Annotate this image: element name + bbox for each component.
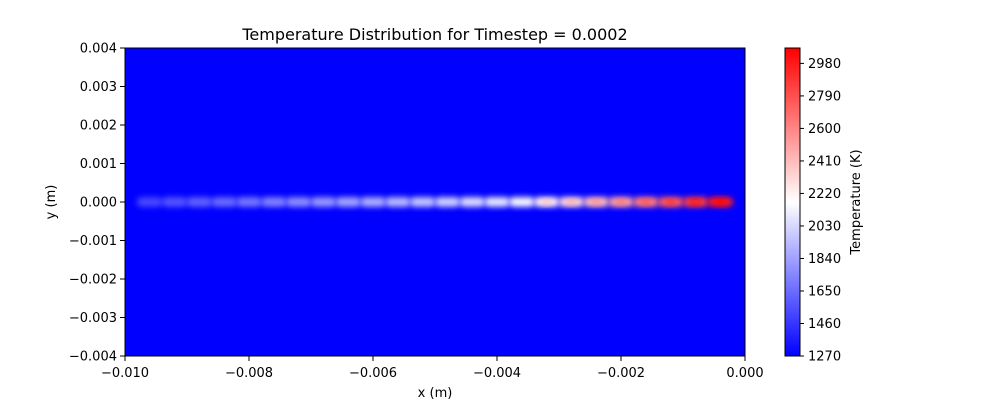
heat-spot	[186, 196, 213, 208]
chart-title: Temperature Distribution for Timestep = …	[241, 25, 627, 44]
y-tick-label: −0.003	[69, 311, 117, 326]
x-tick-label: −0.004	[473, 366, 521, 381]
colorbar-tick-label: 2980	[808, 57, 841, 72]
heat-spot	[285, 196, 312, 208]
heat-spot	[211, 196, 238, 208]
y-tick-label: 0.004	[80, 42, 117, 57]
y-axis-label: y (m)	[44, 185, 59, 220]
y-tick-label: 0.000	[80, 196, 117, 211]
heat-track	[136, 196, 734, 208]
heat-spot	[409, 196, 436, 208]
x-tick-label: −0.002	[597, 366, 645, 381]
y-axis: −0.004 −0.003 −0.002 −0.001 0.000 0.001 0.002 0…	[69, 42, 125, 365]
heat-spot	[682, 196, 709, 208]
heat-spot	[632, 196, 659, 208]
heat-spot	[608, 196, 634, 208]
colorbar-tick-label: 2030	[808, 219, 841, 234]
heat-spot	[335, 196, 362, 208]
heat-spot	[360, 196, 386, 208]
heat-spot	[384, 196, 411, 208]
colorbar-tick-label: 2220	[808, 187, 841, 202]
colorbar-tick-label: 1840	[808, 252, 841, 267]
colorbar-tick-label: 1460	[808, 317, 841, 332]
heat-spot	[583, 196, 610, 208]
heat-spot	[508, 196, 535, 208]
y-tick-label: −0.002	[69, 273, 117, 288]
y-tick-label: −0.004	[69, 350, 117, 365]
colorbar-tick-label: 2790	[808, 89, 841, 104]
colorbar-label: Temperature (K)	[849, 149, 864, 255]
colorbar-tick-label: 2600	[808, 122, 841, 137]
colorbar-tick-label: 1650	[808, 284, 841, 299]
heat-spot	[136, 196, 163, 208]
heat-spot	[558, 196, 585, 208]
heat-spot	[161, 196, 188, 208]
colorbar-frame	[784, 47, 801, 357]
y-tick-label: 0.003	[80, 80, 117, 95]
y-tick-label: 0.002	[80, 119, 117, 134]
heat-spot	[236, 196, 262, 208]
heat-spot	[434, 196, 461, 208]
heat-spot	[260, 196, 287, 208]
heat-spot	[484, 196, 510, 208]
x-tick-label: −0.006	[349, 366, 397, 381]
heat-spot	[459, 196, 486, 208]
colorbar-gradient	[785, 48, 800, 356]
x-tick-label: −0.010	[101, 366, 149, 381]
x-axis: −0.010 −0.008 −0.006 −0.004 −0.002 0.000	[101, 356, 764, 381]
heat-spot	[533, 196, 560, 208]
y-tick-label: 0.001	[80, 157, 117, 172]
colorbar: 1270 1460 1650 1840 2030 2220 2410 2600 2790 2980…	[784, 47, 864, 365]
colorbar-tick-label: 2410	[808, 154, 841, 169]
heat-spot	[310, 196, 337, 208]
x-axis-label: x (m)	[418, 386, 453, 400]
heat-spot	[657, 196, 684, 208]
colorbar-tick-label: 1270	[808, 350, 841, 365]
x-tick-label: 0.000	[726, 366, 763, 381]
plot-area	[124, 47, 746, 357]
heat-spot	[707, 196, 734, 208]
x-tick-label: −0.008	[225, 366, 273, 381]
y-tick-label: −0.001	[69, 234, 117, 249]
colorbar-ticks: 1270 1460 1650 1840 2030 2220 2410 2600 2790 2980	[800, 57, 841, 365]
